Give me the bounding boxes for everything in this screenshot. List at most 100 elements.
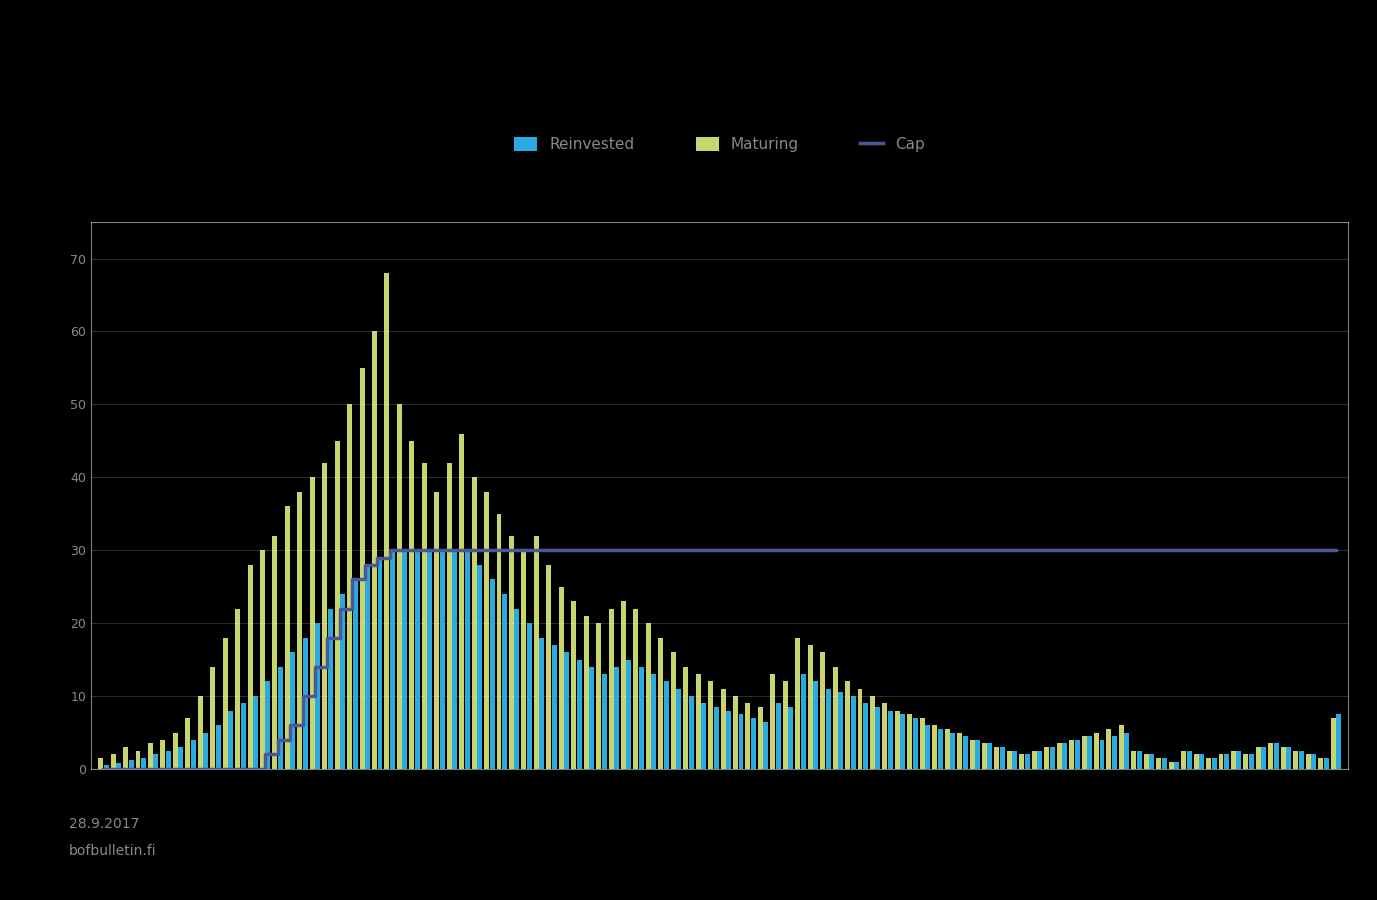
Bar [1099, 740, 1104, 769]
Bar [713, 707, 719, 769]
Bar [140, 758, 146, 769]
Bar [1062, 743, 1067, 769]
Bar [589, 667, 593, 769]
Bar [540, 638, 544, 769]
Bar [851, 696, 855, 769]
Bar [273, 536, 277, 769]
Bar [683, 667, 688, 769]
Bar [602, 674, 606, 769]
Bar [1243, 754, 1249, 769]
Bar [1281, 747, 1286, 769]
Bar [297, 492, 303, 769]
Bar [658, 638, 664, 769]
Bar [577, 660, 581, 769]
Bar [1336, 715, 1341, 769]
Bar [1137, 751, 1142, 769]
Bar [552, 645, 556, 769]
Bar [291, 652, 295, 769]
Bar [895, 711, 899, 769]
Bar [596, 623, 602, 769]
Bar [186, 718, 190, 769]
Bar [1224, 754, 1230, 769]
Bar [377, 557, 383, 769]
Bar [1113, 736, 1117, 769]
Bar [204, 733, 208, 769]
Bar [123, 747, 128, 769]
Bar [452, 550, 457, 769]
Bar [901, 715, 905, 769]
Bar [1049, 747, 1055, 769]
Bar [1318, 758, 1323, 769]
Bar [165, 751, 171, 769]
Bar [584, 616, 588, 769]
Bar [920, 718, 925, 769]
Bar [421, 463, 427, 769]
Bar [1056, 743, 1062, 769]
Bar [439, 550, 445, 769]
Bar [359, 368, 365, 769]
Bar [485, 492, 489, 769]
Bar [1219, 754, 1224, 769]
Bar [1044, 747, 1049, 769]
Bar [98, 758, 103, 769]
Bar [515, 608, 519, 769]
Bar [1323, 758, 1329, 769]
Bar [198, 696, 202, 769]
Bar [547, 565, 551, 769]
Bar [315, 623, 321, 769]
Bar [770, 674, 775, 769]
Bar [945, 729, 950, 769]
Bar [402, 550, 408, 769]
Bar [565, 652, 569, 769]
Bar [260, 550, 264, 769]
Bar [708, 681, 713, 769]
Bar [614, 667, 620, 769]
Bar [913, 718, 917, 769]
Bar [310, 477, 315, 769]
Bar [322, 463, 328, 769]
Bar [1175, 761, 1179, 769]
Bar [1069, 740, 1074, 769]
Bar [745, 704, 750, 769]
Bar [801, 674, 806, 769]
Bar [639, 667, 644, 769]
Bar [116, 763, 121, 769]
Bar [490, 580, 494, 769]
Bar [1037, 751, 1042, 769]
Bar [1144, 754, 1148, 769]
Bar [1169, 761, 1173, 769]
Bar [845, 681, 850, 769]
Bar [1031, 751, 1037, 769]
Bar [1231, 751, 1237, 769]
Bar [987, 743, 993, 769]
Bar [1274, 743, 1279, 769]
Bar [982, 743, 987, 769]
Bar [390, 550, 395, 769]
Bar [1181, 751, 1186, 769]
Legend: Reinvested, Maturing, Cap: Reinvested, Maturing, Cap [508, 131, 931, 158]
Bar [248, 565, 252, 769]
Bar [1081, 736, 1086, 769]
Bar [1268, 743, 1274, 769]
Bar [1305, 754, 1311, 769]
Bar [932, 725, 938, 769]
Bar [963, 736, 968, 769]
Bar [527, 623, 532, 769]
Bar [788, 707, 793, 769]
Bar [303, 638, 308, 769]
Bar [695, 674, 701, 769]
Bar [1162, 758, 1166, 769]
Bar [1330, 718, 1336, 769]
Bar [135, 751, 140, 769]
Bar [863, 704, 868, 769]
Bar [633, 608, 639, 769]
Bar [266, 681, 270, 769]
Bar [621, 601, 627, 769]
Bar [1286, 747, 1292, 769]
Bar [1086, 736, 1092, 769]
Bar [826, 688, 830, 769]
Bar [1125, 733, 1129, 769]
Bar [353, 580, 358, 769]
Bar [384, 273, 390, 769]
Bar [241, 704, 245, 769]
